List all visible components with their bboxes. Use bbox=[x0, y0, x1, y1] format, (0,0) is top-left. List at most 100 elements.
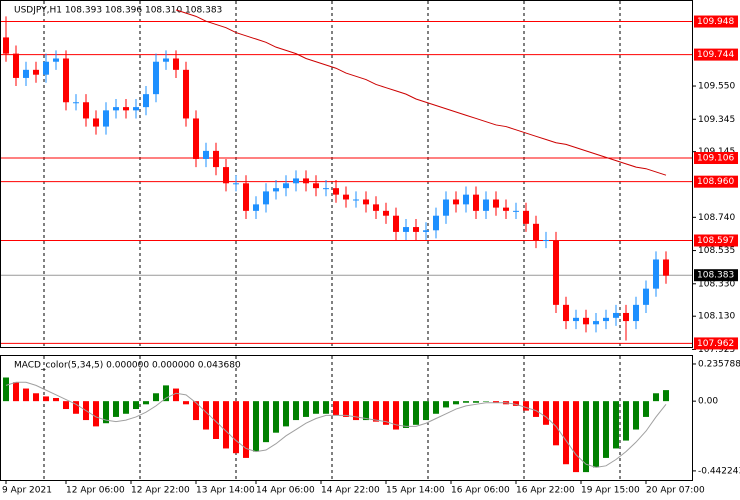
macd-bar bbox=[613, 401, 619, 449]
macd-bar bbox=[303, 401, 309, 417]
macd-bar bbox=[553, 401, 559, 446]
x-tick-label: 16 Apr 22:00 bbox=[516, 486, 575, 496]
x-tick-label: 14 Apr 06:00 bbox=[256, 486, 315, 496]
macd-bar bbox=[93, 401, 99, 427]
candle-body bbox=[223, 167, 229, 184]
candle-body bbox=[123, 107, 129, 111]
macd-bar bbox=[53, 398, 59, 402]
macd-bar bbox=[393, 401, 399, 430]
candle-body bbox=[603, 317, 609, 322]
y-tick-label: 108.130 bbox=[698, 312, 735, 322]
candle-body bbox=[483, 199, 489, 211]
level-label: 107.962 bbox=[694, 337, 738, 350]
candle-body bbox=[333, 188, 339, 195]
x-tick-label: 12 Apr 06:00 bbox=[66, 486, 125, 496]
macd-bar bbox=[463, 401, 469, 403]
level-box bbox=[694, 337, 738, 350]
candle-body bbox=[193, 118, 199, 159]
x-tick-label: 12 Apr 22:00 bbox=[131, 486, 190, 496]
candle-body bbox=[423, 230, 429, 232]
x-tick-label: 13 Apr 14:00 bbox=[196, 486, 255, 496]
macd-bar bbox=[373, 401, 379, 422]
candle-body bbox=[153, 61, 159, 95]
candle-body bbox=[3, 37, 9, 54]
macd-bar bbox=[403, 401, 409, 428]
macd-bar bbox=[513, 401, 519, 406]
level-box bbox=[694, 234, 738, 247]
macd-bar bbox=[433, 401, 439, 414]
macd-bar bbox=[143, 401, 149, 405]
candle-body bbox=[583, 317, 589, 325]
macd-bar bbox=[3, 377, 9, 402]
macd-bar bbox=[23, 388, 29, 402]
candle-body bbox=[443, 199, 449, 216]
macd-bar bbox=[603, 401, 609, 458]
candle-body bbox=[263, 191, 269, 205]
level-value: 108.597 bbox=[697, 236, 734, 246]
candle-body bbox=[233, 183, 239, 185]
macd-bar bbox=[333, 401, 339, 416]
y-tick-label: 109.345 bbox=[698, 115, 735, 125]
macd-bar bbox=[323, 401, 329, 414]
macd-bar bbox=[653, 393, 659, 402]
candle-body bbox=[13, 53, 19, 78]
candle-body bbox=[53, 58, 59, 62]
level-label: 108.597 bbox=[694, 234, 738, 247]
macd-bar bbox=[33, 393, 39, 402]
candle-body bbox=[163, 58, 169, 62]
price-value: 108.383 bbox=[697, 271, 734, 281]
candle-body bbox=[593, 321, 599, 325]
macd-bar bbox=[73, 401, 79, 414]
candle-body bbox=[243, 183, 249, 211]
x-tick-label: 9 Apr 2021 bbox=[2, 486, 52, 496]
candle-body bbox=[363, 199, 369, 205]
y-tick-label: 108.740 bbox=[698, 213, 735, 223]
macd-bar bbox=[153, 393, 159, 402]
candle-body bbox=[33, 69, 39, 75]
candle-body bbox=[253, 204, 259, 211]
macd-bar bbox=[223, 401, 229, 449]
macd-bar bbox=[123, 401, 129, 414]
macd-bar bbox=[263, 401, 269, 443]
macd-bar bbox=[233, 401, 239, 454]
macd-bar bbox=[343, 401, 349, 417]
candle-body bbox=[663, 259, 669, 276]
macd-tick-label: 0.235788 bbox=[698, 359, 740, 369]
level-box bbox=[694, 175, 738, 188]
candle-body bbox=[453, 199, 459, 205]
price-box bbox=[694, 269, 738, 282]
macd-bar bbox=[383, 401, 389, 425]
level-label: 109.744 bbox=[694, 48, 738, 61]
candle-body bbox=[473, 194, 479, 211]
candle-body bbox=[403, 227, 409, 232]
macd-bar bbox=[13, 382, 19, 402]
y-tick-label: 108.330 bbox=[698, 279, 735, 289]
macd-bar bbox=[293, 401, 299, 421]
macd-bar bbox=[483, 401, 489, 402]
x-tick-label: 15 Apr 14:00 bbox=[386, 486, 445, 496]
price-panel bbox=[0, 0, 693, 348]
candle-body bbox=[23, 69, 29, 78]
candle-body bbox=[73, 102, 79, 104]
level-value: 108.960 bbox=[697, 177, 734, 187]
candle-body bbox=[463, 194, 469, 205]
macd-bar bbox=[443, 401, 449, 408]
candle-body bbox=[353, 199, 359, 201]
candle-body bbox=[513, 210, 519, 212]
candle-body bbox=[573, 317, 579, 322]
candle-body bbox=[213, 150, 219, 168]
macd-bar bbox=[243, 401, 249, 458]
candle-body bbox=[283, 183, 289, 189]
candle-body bbox=[83, 102, 89, 119]
candle-body bbox=[533, 223, 539, 241]
macd-bar bbox=[163, 385, 169, 402]
macd-bar bbox=[363, 401, 369, 421]
candle-body bbox=[103, 110, 109, 127]
macd-bar bbox=[113, 401, 119, 417]
candle-body bbox=[643, 288, 649, 305]
candle-body bbox=[343, 194, 349, 200]
macd-bar bbox=[533, 401, 539, 417]
candle-body bbox=[633, 304, 639, 322]
candle-body bbox=[503, 207, 509, 211]
